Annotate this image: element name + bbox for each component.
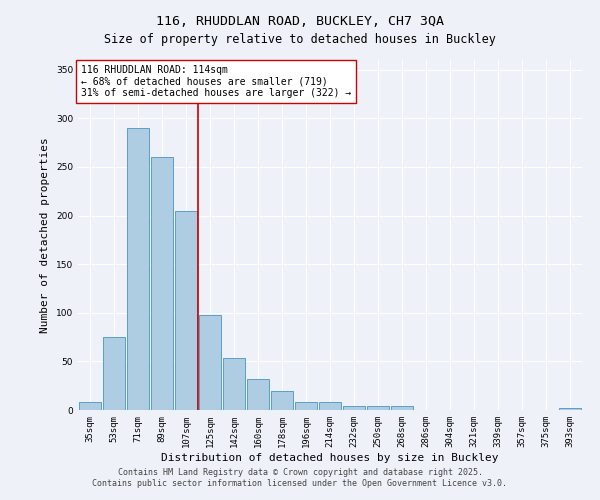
X-axis label: Distribution of detached houses by size in Buckley: Distribution of detached houses by size … bbox=[161, 452, 499, 462]
Text: 116 RHUDDLAN ROAD: 114sqm
← 68% of detached houses are smaller (719)
31% of semi: 116 RHUDDLAN ROAD: 114sqm ← 68% of detac… bbox=[80, 66, 351, 98]
Bar bbox=[391, 406, 413, 410]
Y-axis label: Number of detached properties: Number of detached properties bbox=[40, 137, 50, 333]
Bar bbox=[175, 210, 197, 410]
Bar bbox=[223, 358, 245, 410]
Text: Size of property relative to detached houses in Buckley: Size of property relative to detached ho… bbox=[104, 32, 496, 46]
Text: Contains HM Land Registry data © Crown copyright and database right 2025.
Contai: Contains HM Land Registry data © Crown c… bbox=[92, 468, 508, 487]
Bar bbox=[199, 314, 221, 410]
Bar bbox=[343, 406, 365, 410]
Bar bbox=[151, 157, 173, 410]
Bar bbox=[295, 402, 317, 410]
Bar bbox=[367, 406, 389, 410]
Bar bbox=[559, 408, 581, 410]
Bar bbox=[247, 379, 269, 410]
Text: 116, RHUDDLAN ROAD, BUCKLEY, CH7 3QA: 116, RHUDDLAN ROAD, BUCKLEY, CH7 3QA bbox=[156, 15, 444, 28]
Bar bbox=[79, 402, 101, 410]
Bar bbox=[103, 337, 125, 410]
Bar bbox=[271, 390, 293, 410]
Bar bbox=[319, 402, 341, 410]
Bar bbox=[127, 128, 149, 410]
